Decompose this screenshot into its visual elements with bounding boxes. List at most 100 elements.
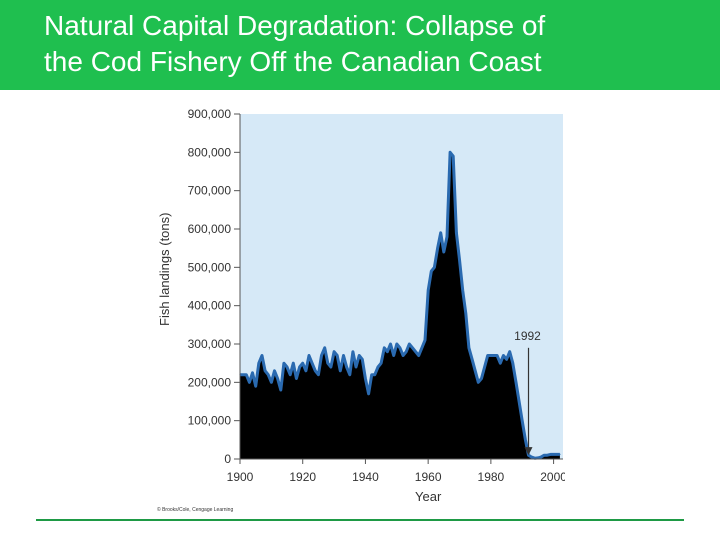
data-point [499,362,501,364]
y-tick-label: 400,000 [188,299,232,313]
data-point [283,362,285,364]
data-point [339,370,341,372]
data-point [487,354,489,357]
data-point [273,370,276,372]
data-point [361,358,363,360]
annotation-layer: 1992 [514,329,541,456]
data-point [292,362,294,364]
y-axis-title: Fish landings (tons) [157,213,172,326]
data-point [248,381,250,383]
data-point [374,374,376,376]
cod-landings-chart: 0 100,000 200,000 300,000 400,000 500,000 600,… [155,102,565,517]
data-point [502,354,504,357]
series-layer [239,150,561,460]
slide-title-line-2: the Cod Fishery Off the Canadian Coast [44,46,542,77]
data-point [261,354,263,357]
data-point [342,354,345,357]
data-point [418,354,420,357]
data-point [380,362,382,364]
annotation-label: 1992 [514,329,541,343]
data-point [330,366,332,368]
data-point [393,354,395,357]
data-point [333,351,335,353]
data-point [524,439,526,441]
data-point [443,251,445,253]
data-point [506,358,508,360]
data-point [477,381,479,383]
data-point [364,377,366,380]
data-point [302,362,304,364]
x-ticks: 1900 1920 1940 1960 1980 2000 [227,459,565,484]
data-point [327,362,329,364]
data-point [311,362,313,364]
data-point [546,454,548,456]
data-point [559,453,561,455]
data-point [255,385,257,387]
y-tick-label: 600,000 [188,222,232,236]
data-point [490,354,492,357]
data-point [349,374,351,376]
data-point [484,366,486,368]
data-point [462,289,464,291]
data-point [386,351,388,353]
data-point [245,374,247,376]
data-point [543,454,545,456]
y-tick-label: 800,000 [188,145,232,159]
data-point [270,381,272,383]
data-point [267,374,269,376]
data-point [368,393,370,395]
y-tick-label: 0 [224,452,231,466]
data-point [352,351,354,353]
x-tick-label: 1920 [289,470,316,484]
data-point [336,354,338,357]
data-point [286,366,288,368]
data-point [377,366,379,368]
data-point [493,354,495,357]
series-line [240,150,560,460]
data-point [430,270,432,272]
data-point [455,232,457,234]
data-point [324,347,326,349]
data-point [411,347,414,349]
data-point [421,347,423,349]
data-point [383,347,385,349]
data-point [408,343,410,345]
data-point [405,351,407,353]
copyright-credit: © Brooks/Cole, Cengage Learning [157,506,233,513]
x-tick-label: 1940 [352,470,379,484]
data-point [258,362,260,364]
data-point [512,362,514,364]
x-tick-label: 1980 [478,470,505,484]
data-point [540,456,542,458]
data-point [515,381,517,383]
data-point [471,358,473,360]
data-point [399,347,401,349]
y-tick-label: 300,000 [188,337,232,351]
data-point [251,372,254,374]
data-point [320,354,323,357]
data-point [549,453,552,455]
data-point [433,266,435,268]
x-tick-label: 1960 [415,470,442,484]
data-point [424,339,426,341]
data-point [458,259,461,261]
data-point [289,374,291,376]
x-tick-label: 1900 [227,470,254,484]
y-tick-label: 700,000 [188,184,232,198]
data-point [371,374,373,376]
data-point [452,155,454,157]
data-point [402,354,404,357]
slide-title-line-1: Natural Capital Degradation: Collapse of [44,10,546,41]
data-point [446,236,448,238]
data-point [280,389,282,391]
data-point [553,453,555,455]
data-point [440,232,442,234]
y-tick-label: 200,000 [188,375,232,389]
data-point [480,377,483,380]
slide-title: Natural Capital Degradation: Collapse of… [44,8,704,80]
data-point [308,354,310,357]
y-tick-label: 900,000 [188,107,232,121]
data-point [474,370,476,372]
data-point [509,351,511,353]
data-point [449,151,451,153]
